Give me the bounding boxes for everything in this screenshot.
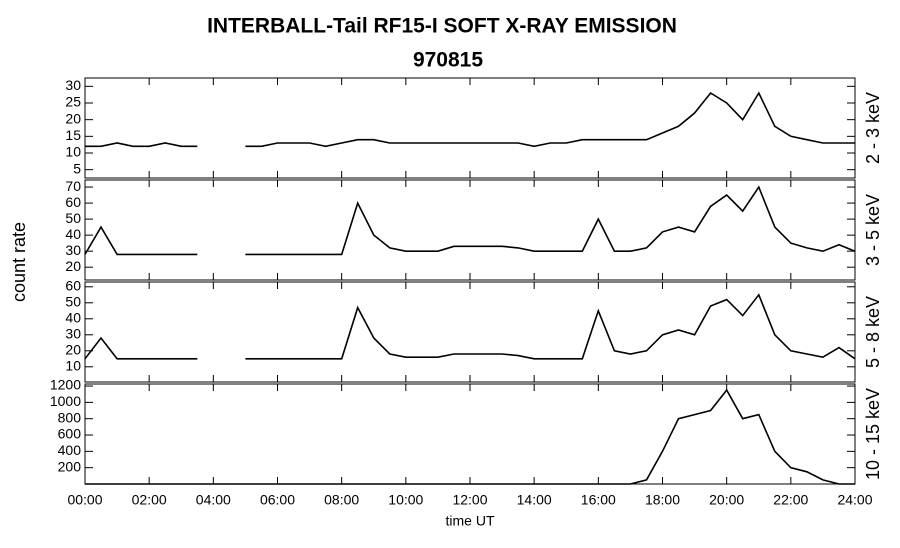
- y-tick-label: 20: [65, 258, 81, 274]
- panel-frame: [84, 281, 856, 383]
- y-tick-label: 30: [65, 77, 81, 93]
- y-tick-label: 200: [58, 458, 82, 474]
- y-tick-label: 30: [65, 326, 81, 342]
- y-tick-label: 5: [73, 160, 81, 176]
- panel-frame: [84, 383, 856, 485]
- y-tick-label: 30: [65, 242, 81, 258]
- x-tick-label: 04:00: [196, 492, 231, 508]
- y-tick-label: 10: [65, 144, 81, 160]
- y-tick-label: 60: [65, 194, 81, 210]
- y-tick-label: 1000: [50, 393, 81, 409]
- y-tick-label: 15: [65, 127, 81, 143]
- panel-frame: [84, 77, 856, 179]
- x-tick-label: 24:00: [837, 492, 872, 508]
- x-tick-label: 00:00: [67, 492, 102, 508]
- y-tick-label: 800: [58, 409, 82, 425]
- x-tick-label: 06:00: [260, 492, 295, 508]
- x-tick-label: 08:00: [324, 492, 359, 508]
- y-tick-label: 50: [65, 210, 81, 226]
- x-tick-label: 16:00: [581, 492, 616, 508]
- y-tick-label: 600: [58, 426, 82, 442]
- y-tick-label: 10: [65, 358, 81, 374]
- x-tick-label: 02:00: [132, 492, 167, 508]
- x-tick-label: 10:00: [388, 492, 423, 508]
- y-tick-label: 40: [65, 226, 81, 242]
- x-tick-label: 20:00: [709, 492, 744, 508]
- y-tick-label: 70: [65, 178, 81, 194]
- panel-label: 2 - 3 keV: [863, 92, 883, 164]
- panel-label: 5 - 8 keV: [863, 296, 883, 368]
- panel-label: 10 - 15 keV: [863, 388, 883, 480]
- y-tick-label: 40: [65, 310, 81, 326]
- y-tick-label: 20: [65, 110, 81, 126]
- panel-label: 3 - 5 keV: [863, 194, 883, 266]
- y-tick-label: 20: [65, 342, 81, 358]
- y-axis-label: count rate: [9, 222, 29, 302]
- y-tick-label: 50: [65, 294, 81, 310]
- y-tick-label: 400: [58, 442, 82, 458]
- y-tick-label: 60: [65, 278, 81, 294]
- x-axis-label: time UT: [446, 513, 495, 529]
- data-line: [84, 185, 856, 256]
- chart-subtitle: 970815: [413, 49, 483, 72]
- x-tick-label: 22:00: [773, 492, 808, 508]
- y-tick-label: 25: [65, 94, 81, 110]
- data-line: [85, 388, 855, 485]
- x-tick-label: 14:00: [517, 492, 552, 508]
- panel-frame: [84, 179, 856, 281]
- data-line: [84, 293, 856, 360]
- chart-title: INTERBALL-Tail RF15-I SOFT X-RAY EMISSIO…: [207, 15, 677, 38]
- data-line: [85, 91, 855, 148]
- x-tick-label: 18:00: [645, 492, 680, 508]
- x-tick-label: 12:00: [452, 492, 487, 508]
- y-tick-label: 1200: [50, 377, 81, 393]
